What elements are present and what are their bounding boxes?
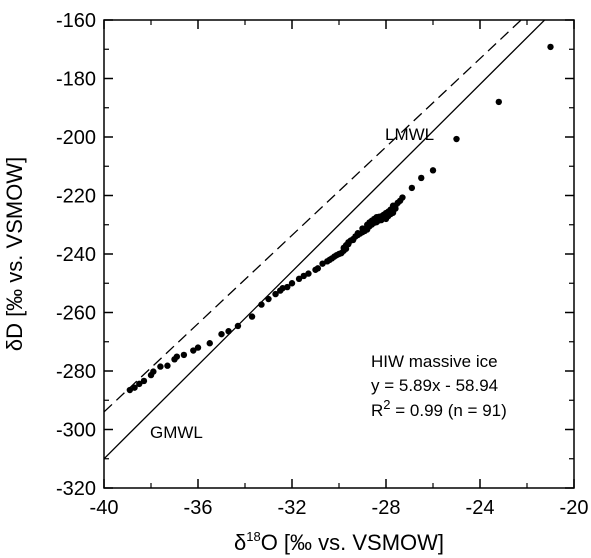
lmwl-label: LMWL <box>385 125 434 144</box>
data-point <box>288 280 296 287</box>
x-tick-label: -32 <box>278 497 307 519</box>
y-tick-label: -160 <box>56 10 96 32</box>
x-tick-label: -28 <box>372 497 401 519</box>
data-point <box>265 295 272 303</box>
x-tick-label: -24 <box>466 497 495 519</box>
data-point <box>495 98 502 106</box>
data-point <box>218 330 225 338</box>
annotation-title: HIW massive ice <box>371 352 498 371</box>
data-point <box>190 347 197 354</box>
data-point <box>408 184 416 192</box>
data-point <box>164 362 171 369</box>
x-tick-label: -40 <box>90 497 119 519</box>
y-tick-label: -260 <box>56 303 96 325</box>
data-points <box>126 43 554 394</box>
data-point <box>136 380 143 388</box>
gmwl-label: GMWL <box>150 423 203 442</box>
data-point <box>225 328 232 335</box>
x-tick-labels: -40 -36 -32 -28 -24 -20 <box>90 497 589 519</box>
data-point <box>272 290 279 298</box>
reference-lines <box>104 20 546 460</box>
data-point <box>277 287 284 294</box>
data-point <box>359 225 366 232</box>
data-point <box>157 363 164 370</box>
y-tick-label: -200 <box>56 127 96 149</box>
data-point <box>180 351 188 359</box>
gmwl-line <box>104 20 546 460</box>
data-point <box>371 219 378 226</box>
lmwl-line <box>104 20 523 413</box>
data-point <box>453 135 460 143</box>
data-point <box>150 368 157 375</box>
data-point <box>131 384 138 391</box>
data-point <box>389 202 397 209</box>
y-tick-label: -280 <box>56 361 96 383</box>
annotation-r2: R2 = 0.99 (n = 91) <box>371 397 507 420</box>
data-point <box>300 272 307 280</box>
data-point <box>284 283 291 291</box>
data-point <box>194 344 202 351</box>
y-tick-label: -320 <box>56 478 96 500</box>
y-tick-label: -240 <box>56 244 96 266</box>
data-point <box>547 43 554 51</box>
x-axis-title: δ18O [‰ vs. VSMOW] <box>234 529 444 555</box>
data-point <box>206 340 213 347</box>
axis-ticks <box>103 19 575 489</box>
data-point <box>342 242 350 249</box>
data-point <box>295 275 303 283</box>
data-point <box>429 167 437 174</box>
data-point <box>335 250 343 258</box>
x-tick-label: -36 <box>184 497 213 519</box>
y-axis-title: δD [‰ vs. VSMOW] <box>2 157 27 351</box>
data-point <box>248 313 256 320</box>
data-point <box>418 174 425 182</box>
y-tick-label: -180 <box>56 69 96 91</box>
annotation-equation: y = 5.89x - 58.94 <box>371 376 498 395</box>
data-point <box>396 197 404 204</box>
data-point <box>349 235 357 243</box>
y-tick-labels: -160 -180 -200 -220 -240 -260 -280 -300 -320 <box>56 10 96 500</box>
data-point <box>234 322 242 330</box>
y-tick-label: -220 <box>56 186 96 208</box>
data-point <box>314 265 322 272</box>
x-tick-label: -20 <box>560 497 589 519</box>
data-point <box>328 255 336 262</box>
data-point <box>366 223 373 230</box>
data-point <box>382 212 390 219</box>
data-point <box>140 377 148 385</box>
data-point <box>258 301 265 308</box>
y-tick-label: -300 <box>56 420 96 442</box>
data-point <box>173 353 181 360</box>
data-point <box>354 230 361 237</box>
